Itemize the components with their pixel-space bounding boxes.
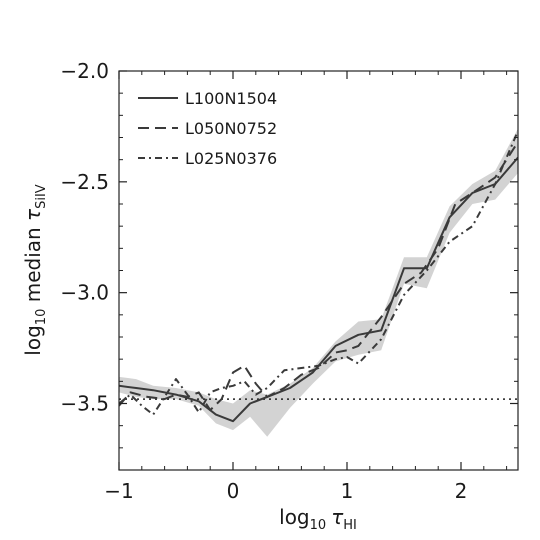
- x-axis-label-prefix: log: [279, 505, 310, 529]
- x-tick-label: 1: [341, 479, 354, 503]
- tick-layer: −1 0 1 2 −2.0 −2.5 −3.0 −3.5: [60, 59, 518, 503]
- x-axis-label-symbol: τ: [331, 505, 344, 529]
- series-layer: [119, 130, 518, 423]
- shaded-band: [119, 128, 518, 437]
- x-axis-label: log10 τHI: [279, 505, 357, 533]
- x-axis-label-symbol-sub: HI: [343, 518, 357, 533]
- y-axis-label-sub: 10: [34, 309, 49, 326]
- y-axis-label-symbol: τ: [21, 208, 45, 221]
- series-line-l050n0752: [119, 141, 518, 412]
- legend-label-l050n0752: L050N0752: [185, 119, 277, 138]
- y-axis-label-text: median: [21, 221, 45, 309]
- legend-label-l100n1504: L100N1504: [185, 89, 277, 108]
- y-tick-label: −3.5: [60, 392, 109, 416]
- series-line-l025n0376: [119, 130, 518, 416]
- x-tick-label: −1: [104, 479, 133, 503]
- x-tick-label: 2: [455, 479, 468, 503]
- y-axis-label: log10 median τSiIV: [21, 184, 49, 355]
- y-tick-label: −2.0: [60, 59, 109, 83]
- y-tick-label: −3.0: [60, 281, 109, 305]
- legend-label-l025n0376: L025N0376: [185, 149, 277, 168]
- y-tick-label: −2.5: [60, 170, 109, 194]
- y-axis-label-prefix: log: [21, 325, 45, 356]
- x-tick-label: 0: [227, 479, 240, 503]
- y-axis-label-symbol-sub: SiIV: [34, 184, 49, 209]
- legend: L100N1504 L050N0752 L025N0376: [138, 89, 277, 168]
- x-axis-label-sub: 10: [310, 518, 327, 533]
- shaded-band-layer: [119, 128, 518, 437]
